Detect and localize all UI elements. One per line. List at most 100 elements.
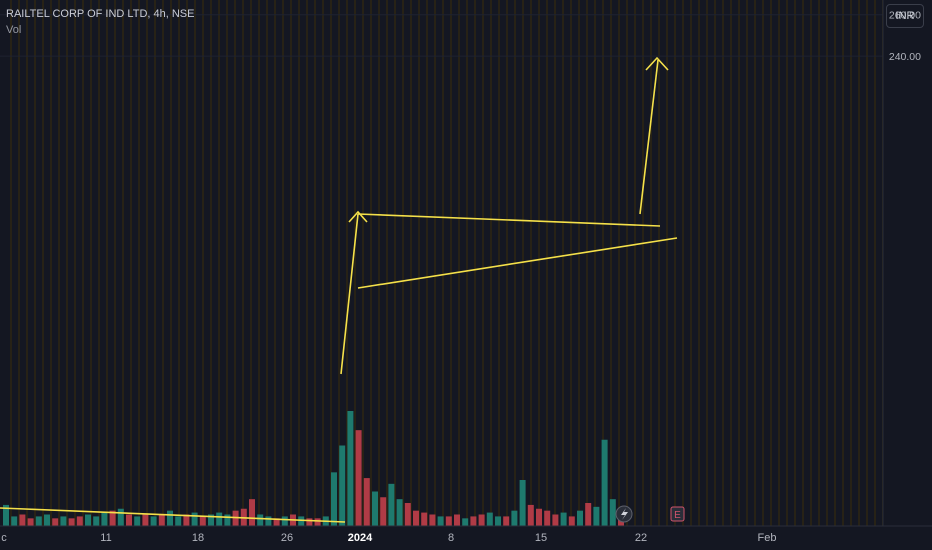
session-shade	[194, 0, 196, 526]
session-shade	[482, 0, 484, 526]
triangle-lower-trendline[interactable]	[357, 237, 678, 289]
volume-bar	[396, 499, 403, 526]
session-shade	[322, 0, 324, 526]
session-shade	[762, 0, 764, 526]
volume-bar	[511, 510, 518, 526]
session-shade	[290, 0, 292, 526]
session-shade	[498, 0, 500, 526]
session-shade	[842, 0, 844, 526]
session-shade	[506, 0, 508, 526]
session-shade	[154, 0, 156, 526]
session-shade	[538, 0, 540, 526]
impulse-arrow-line[interactable]	[340, 213, 359, 375]
session-shade	[434, 0, 436, 526]
volume-bar	[101, 512, 108, 526]
session-shade	[146, 0, 148, 526]
session-shade	[362, 0, 364, 526]
volume-bar	[339, 445, 346, 526]
session-shade	[282, 0, 284, 526]
session-shade	[618, 0, 620, 526]
session-shade	[778, 0, 780, 526]
volume-bar	[331, 472, 337, 526]
volume-bar	[454, 514, 460, 526]
session-shade	[298, 0, 300, 526]
volume-bar	[593, 506, 600, 526]
chart-header: RAILTEL CORP OF IND LTD, 4h, NSE Vol	[6, 8, 194, 36]
x-tick-label: 11	[100, 532, 111, 544]
session-shade	[490, 0, 492, 526]
volume-bar	[208, 514, 214, 526]
session-shade	[610, 0, 612, 526]
target-arrow-head[interactable]	[645, 56, 669, 71]
volume-bar	[216, 512, 223, 526]
session-shade	[466, 0, 468, 526]
session-shade	[66, 0, 68, 526]
session-shade	[834, 0, 836, 526]
session-shade	[714, 0, 716, 526]
session-shade	[810, 0, 812, 526]
x-tick-label: 15	[535, 532, 547, 544]
session-shade	[746, 0, 748, 526]
volume-bar	[347, 411, 354, 526]
session-shade	[250, 0, 252, 526]
session-shade	[122, 0, 124, 526]
session-shade	[642, 0, 644, 526]
volume-bar	[142, 514, 149, 526]
session-shade	[722, 0, 724, 526]
volume-bar	[478, 514, 485, 526]
session-shade	[314, 0, 316, 526]
volume-bar	[150, 516, 157, 526]
volume-bar	[76, 516, 83, 526]
impulse-arrow-head[interactable]	[348, 210, 368, 223]
session-shade	[26, 0, 28, 526]
volume-trendline[interactable]	[0, 507, 346, 523]
session-shade	[402, 0, 404, 526]
session-shade	[266, 0, 268, 526]
session-shade	[770, 0, 772, 526]
volume-bar	[52, 518, 59, 526]
session-shade	[258, 0, 260, 526]
session-shade	[98, 0, 100, 526]
x-tick-label: 22	[635, 532, 647, 544]
volume-bar	[609, 499, 616, 526]
session-shade	[586, 0, 588, 526]
session-shade	[866, 0, 868, 526]
session-shade	[554, 0, 556, 526]
volume-bar	[265, 516, 272, 526]
x-tick-label: c	[1, 532, 7, 544]
session-shade	[162, 0, 164, 526]
session-shade	[418, 0, 420, 526]
session-shade	[82, 0, 84, 526]
volume-bar	[421, 512, 428, 526]
session-shade	[682, 0, 684, 526]
triangle-upper-trendline[interactable]	[357, 213, 661, 227]
session-shade	[602, 0, 604, 526]
session-shade	[578, 0, 580, 526]
session-shade	[730, 0, 732, 526]
currency-button[interactable]: INR	[886, 4, 924, 28]
volume-bar	[445, 516, 452, 526]
session-shade	[306, 0, 308, 526]
session-shade	[634, 0, 636, 526]
y-tick-label: 260.00	[889, 10, 921, 22]
volume-bar	[437, 516, 444, 526]
target-arrow-line[interactable]	[639, 59, 659, 215]
volume-bar	[167, 510, 173, 526]
session-shade	[738, 0, 740, 526]
session-shade	[802, 0, 804, 526]
volume-bar	[249, 499, 255, 526]
volume-bar	[191, 512, 198, 526]
volume-bar	[19, 514, 26, 526]
session-shade	[378, 0, 380, 526]
volume-bar	[544, 510, 551, 526]
volume-bar	[552, 514, 559, 526]
volume-bar	[60, 516, 67, 526]
volume-bar	[536, 508, 542, 526]
session-shade	[874, 0, 876, 526]
session-shade	[330, 0, 332, 526]
volume-bar	[470, 516, 477, 526]
session-shade	[218, 0, 220, 526]
earnings-marker-icon[interactable]	[670, 506, 685, 522]
volume-bar	[117, 508, 124, 526]
